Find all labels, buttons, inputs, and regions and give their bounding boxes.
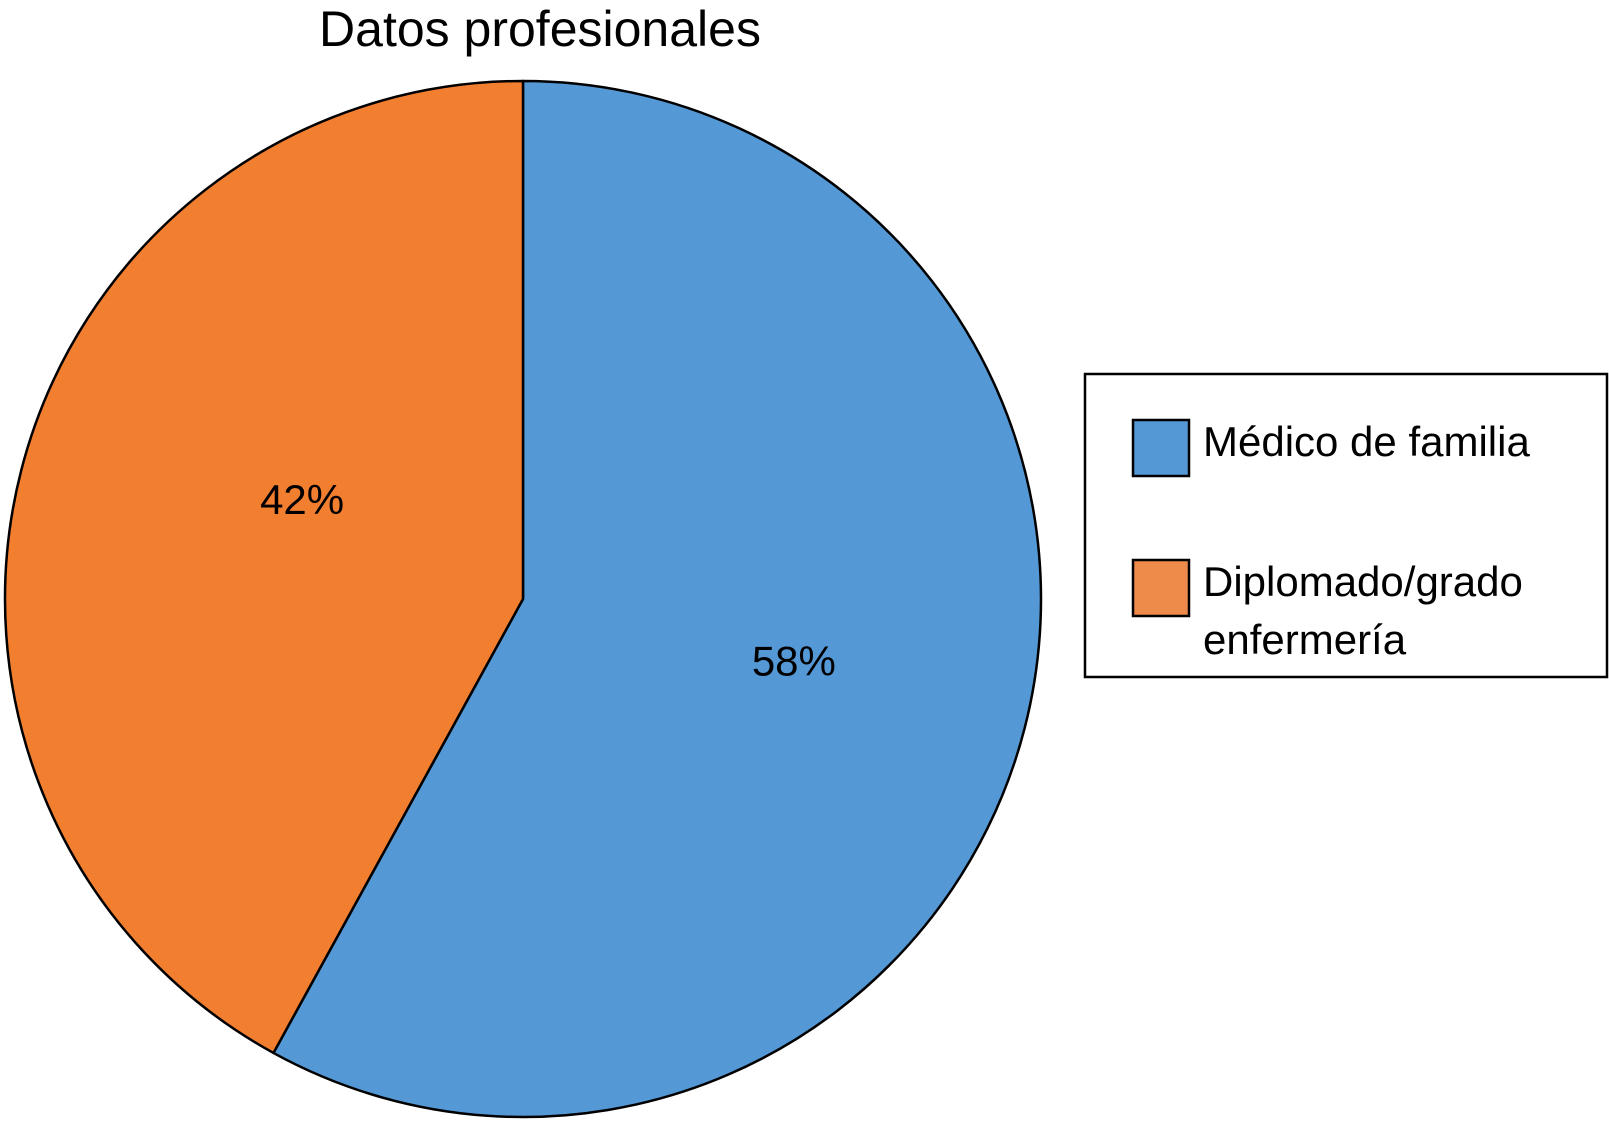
pie-slice-2 (3, 79, 525, 1055)
legend-label: enfermería (1203, 616, 1407, 663)
pie-slice-1 (272, 79, 1043, 1119)
pie-slice-labels: 58% 42% (260, 476, 836, 684)
slice-value-label: 58% (752, 637, 836, 684)
legend-label: Diplomado/grado (1203, 558, 1523, 605)
legend-entries: Médico de familia Diplomado/grado enfermer… (1131, 418, 1530, 663)
legend-label: Médico de familia (1203, 418, 1530, 465)
legend-swatch (1131, 418, 1191, 478)
legend: Médico de familia Diplomado/grado enfermer… (1083, 372, 1609, 679)
slice-value-label: 42% (260, 476, 344, 523)
legend-swatch (1131, 558, 1191, 618)
pie-slices (3, 79, 1043, 1119)
chart-title: Datos profesionales (319, 1, 761, 57)
